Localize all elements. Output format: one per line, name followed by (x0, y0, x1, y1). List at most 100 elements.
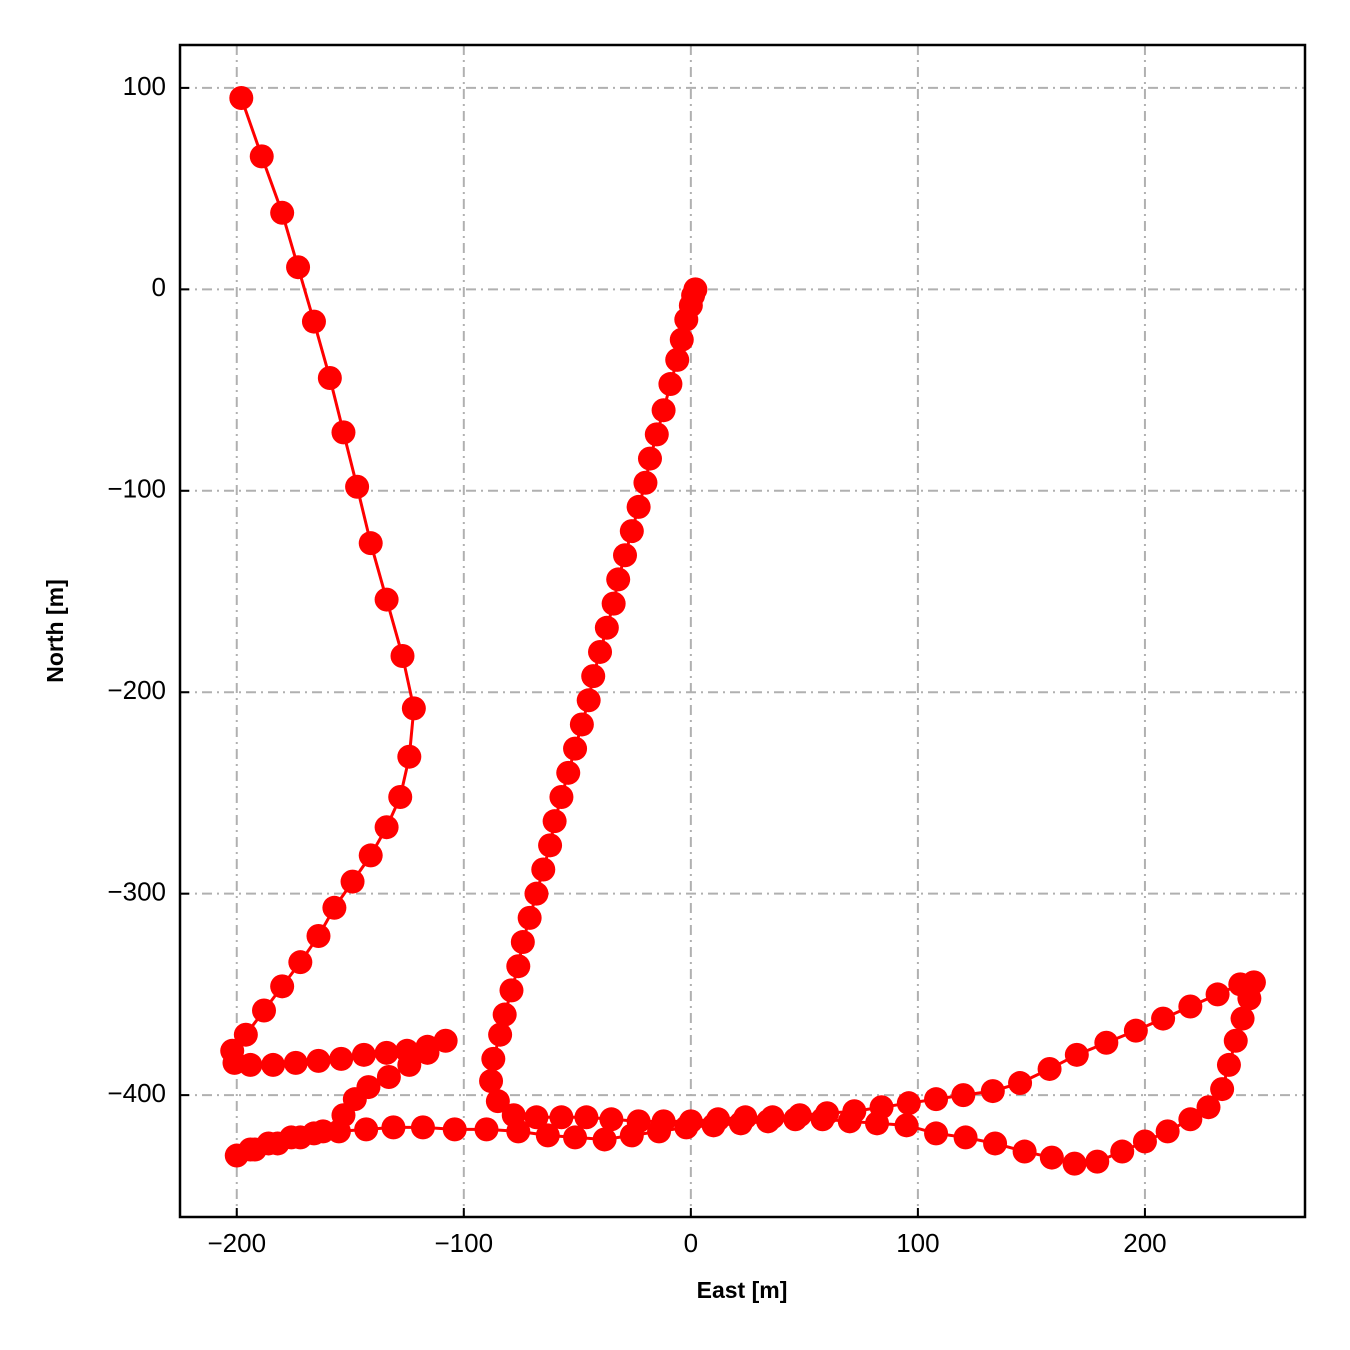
data-point (669, 327, 694, 352)
data-point (613, 543, 638, 568)
data-point (499, 978, 524, 1003)
data-point (224, 1143, 249, 1168)
data-point (619, 1123, 644, 1148)
data-point (492, 1002, 517, 1027)
data-point (356, 1075, 381, 1100)
data-point (674, 1115, 699, 1140)
data-point (329, 1046, 354, 1071)
x-axis-label: East [m] (697, 1277, 788, 1303)
data-point (665, 347, 690, 372)
y-axis-label: North [m] (42, 579, 68, 682)
data-point (340, 869, 365, 894)
data-point (647, 1119, 672, 1144)
data-point (574, 1105, 599, 1130)
data-point (286, 255, 311, 280)
data-point (581, 664, 606, 689)
data-point (261, 1052, 286, 1077)
data-point (479, 1069, 504, 1094)
data-point (951, 1083, 976, 1108)
data-point (433, 1028, 458, 1053)
data-point (924, 1087, 949, 1112)
x-tick-label: 100 (896, 1228, 939, 1258)
data-point (524, 881, 549, 906)
data-point (506, 954, 531, 979)
y-tick-label: −200 (107, 675, 166, 705)
data-point (569, 712, 594, 737)
data-point (265, 1131, 290, 1156)
data-point (1062, 1151, 1087, 1176)
data-point (1094, 1030, 1119, 1055)
data-point (1039, 1145, 1064, 1170)
data-point (980, 1079, 1005, 1104)
data-point (538, 833, 563, 858)
data-point (252, 998, 277, 1023)
data-point (549, 1105, 574, 1130)
data-point (488, 1022, 513, 1047)
data-point (531, 857, 556, 882)
data-point (894, 1113, 919, 1138)
data-point (401, 696, 426, 721)
data-point (220, 1038, 245, 1063)
data-point (395, 1038, 420, 1063)
data-point (1196, 1095, 1221, 1120)
data-point (594, 615, 619, 640)
data-point (485, 1089, 510, 1114)
data-point (1123, 1018, 1148, 1043)
data-point (524, 1105, 549, 1130)
data-point (1008, 1071, 1033, 1096)
data-point (381, 1115, 406, 1140)
x-tick-label: −200 (207, 1228, 266, 1258)
data-point (556, 760, 581, 785)
data-point (626, 494, 651, 519)
data-point (317, 365, 342, 390)
data-point (301, 309, 326, 334)
data-point (728, 1111, 753, 1136)
data-point (1151, 1006, 1176, 1031)
data-point (1205, 982, 1230, 1007)
data-point (837, 1109, 862, 1134)
data-point (358, 843, 383, 868)
y-tick-label: 100 (123, 71, 166, 101)
data-point (1237, 986, 1262, 1011)
data-point (374, 1040, 399, 1065)
data-point (354, 1117, 379, 1142)
data-point (1178, 1107, 1203, 1132)
data-point (599, 1107, 624, 1132)
data-point (270, 200, 295, 225)
data-point (481, 1046, 506, 1071)
data-point (376, 1064, 401, 1089)
data-point (1037, 1056, 1062, 1081)
y-tick-label: −300 (107, 877, 166, 907)
data-point (658, 372, 683, 397)
data-point (563, 1125, 588, 1150)
data-point (783, 1107, 808, 1132)
data-point (953, 1125, 978, 1150)
data-point (644, 422, 669, 447)
data-point (633, 470, 658, 495)
data-point (1223, 1028, 1248, 1053)
data-point (233, 1022, 258, 1047)
data-point (1132, 1129, 1157, 1154)
data-point (1064, 1042, 1089, 1067)
data-point (896, 1091, 921, 1116)
data-point (374, 587, 399, 612)
data-point (1210, 1077, 1235, 1102)
data-point (637, 446, 662, 471)
data-point (1012, 1139, 1037, 1164)
data-point (1110, 1139, 1135, 1164)
data-point (229, 85, 254, 110)
data-point (1216, 1052, 1241, 1077)
data-point (810, 1107, 835, 1132)
data-point (701, 1113, 726, 1138)
data-point (306, 923, 331, 948)
data-point (576, 688, 601, 713)
data-point (410, 1115, 435, 1140)
data-point (242, 1137, 267, 1162)
data-point (322, 895, 347, 920)
data-point (563, 736, 588, 761)
x-tick-label: 0 (684, 1228, 698, 1258)
data-point (345, 474, 370, 499)
data-point (756, 1109, 781, 1134)
data-point (331, 420, 356, 445)
